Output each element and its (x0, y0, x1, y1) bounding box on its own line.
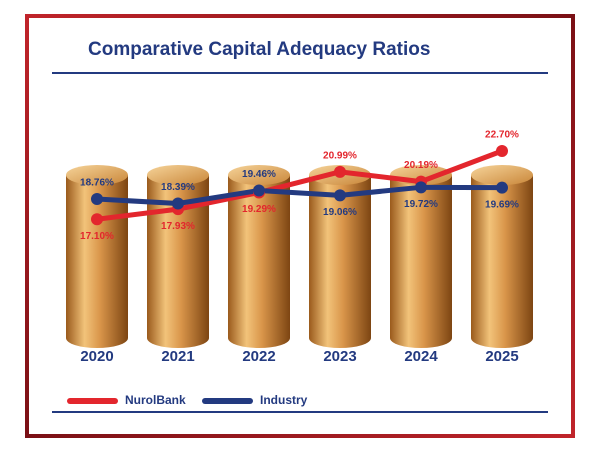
cylinder (471, 175, 533, 348)
point (91, 213, 103, 226)
value-label: 19.06% (323, 207, 357, 218)
value-label: 18.39% (161, 182, 195, 193)
point (496, 181, 508, 194)
point (91, 193, 103, 206)
value-label: 19.46% (242, 169, 276, 180)
value-label: 17.10% (80, 231, 114, 242)
cylinder-top (471, 165, 533, 185)
point (415, 181, 427, 194)
value-label: 20.99% (323, 150, 357, 161)
cylinder-top (147, 165, 209, 185)
line (96, 148, 503, 222)
point (334, 189, 346, 202)
value-label: 18.76% (80, 178, 114, 189)
cylinder (228, 175, 290, 348)
x-tick-label: 2023 (323, 348, 356, 365)
point (496, 145, 508, 158)
legend-label: NurolBank (125, 393, 186, 407)
cylinder (147, 175, 209, 348)
point (334, 165, 346, 178)
x-tick-label: 2022 (242, 348, 275, 365)
line (96, 184, 503, 207)
cylinder (390, 175, 452, 348)
cylinder-top (66, 165, 128, 185)
legend-label: Industry (260, 393, 308, 407)
cylinder-top (228, 165, 290, 185)
value-label: 19.72% (404, 199, 438, 210)
point (253, 184, 265, 197)
x-tick-label: 2024 (404, 348, 438, 365)
x-tick-label: 2020 (80, 348, 113, 365)
chart-title: Comparative Capital Adequacy Ratios (88, 39, 430, 60)
value-label: 19.69% (485, 199, 519, 210)
x-tick-label: 2021 (161, 348, 194, 365)
value-label: 20.19% (404, 160, 438, 171)
value-label: 22.70% (485, 130, 519, 141)
cylinder (309, 175, 371, 348)
x-tick-label: 2025 (485, 348, 518, 365)
value-label: 17.93% (161, 221, 195, 232)
point (172, 197, 184, 210)
value-label: 19.29% (242, 204, 276, 215)
cylinders (66, 165, 533, 348)
